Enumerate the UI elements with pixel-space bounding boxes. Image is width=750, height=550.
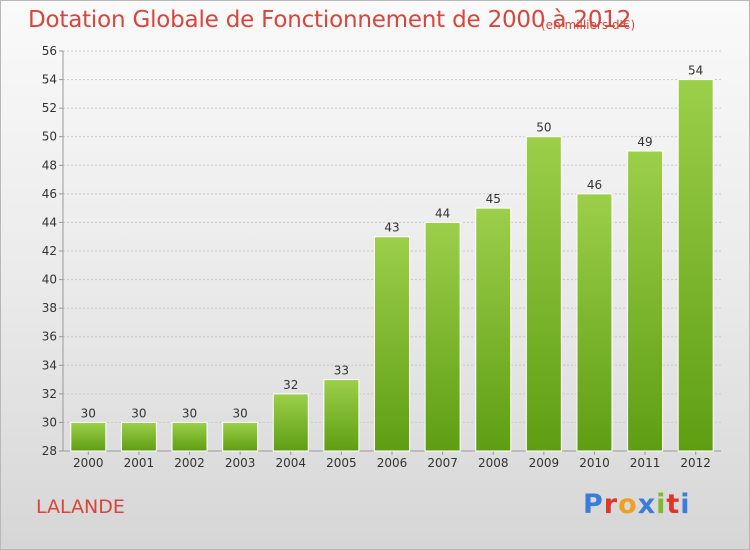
value-label-2008: 45: [486, 192, 501, 206]
bar-2000: [70, 421, 107, 452]
y-tick-label-42: 42: [42, 244, 57, 258]
y-tick-label-52: 52: [42, 101, 57, 115]
value-label-2002: 30: [182, 406, 197, 420]
logo-letter: P: [583, 489, 604, 520]
logo-letter: x: [637, 489, 657, 520]
bar-2007: [424, 221, 461, 452]
value-label-2005: 33: [334, 364, 349, 378]
value-label-2004: 32: [283, 378, 298, 392]
x-tick-label-2006: 2006: [377, 456, 408, 470]
bar-2009: [525, 136, 562, 452]
logo-letter: t: [666, 489, 681, 520]
y-tick-label-46: 46: [42, 187, 57, 201]
bar-2006: [374, 236, 410, 452]
logo-letter: o: [618, 489, 638, 520]
x-tick-label-2000: 2000: [73, 456, 104, 470]
bars: [70, 79, 714, 452]
y-tick-label-34: 34: [42, 358, 57, 372]
x-tick-label-2004: 2004: [275, 456, 306, 470]
value-label-2007: 44: [435, 206, 450, 220]
commune-name: LALANDE: [36, 496, 125, 518]
bar-2005: [323, 379, 360, 452]
x-tick-label-2007: 2007: [427, 456, 458, 470]
x-tick-label-2012: 2012: [680, 456, 711, 470]
y-tick-label-56: 56: [42, 44, 57, 58]
logo-letter: r: [603, 489, 619, 520]
bar-2012: [677, 79, 714, 452]
value-label-2012: 54: [688, 64, 703, 78]
x-tick-label-2008: 2008: [478, 456, 509, 470]
bar-2011: [627, 150, 664, 452]
value-label-2000: 30: [81, 406, 96, 420]
y-tick-label-54: 54: [42, 73, 57, 87]
bar-2004: [272, 393, 309, 452]
bar-2010: [576, 193, 613, 452]
value-label-2009: 50: [536, 121, 551, 135]
y-tick-label-32: 32: [42, 387, 57, 401]
x-tick-label-2009: 2009: [529, 456, 560, 470]
y-tick-label-38: 38: [42, 301, 57, 315]
x-tick-label-2011: 2011: [630, 456, 661, 470]
y-tick-label-44: 44: [42, 215, 57, 229]
y-tick-label-48: 48: [42, 158, 57, 172]
chart-title: Dotation Globale de Fonctionnement de 20…: [28, 7, 632, 33]
x-tick-label-2001: 2001: [124, 456, 155, 470]
value-label-2003: 30: [233, 406, 248, 420]
bar-2001: [120, 421, 157, 452]
value-label-2006: 43: [384, 221, 399, 235]
bar-2002: [171, 421, 208, 452]
x-tick-label-2005: 2005: [326, 456, 357, 470]
x-tick-label-2003: 2003: [225, 456, 256, 470]
bar-2003: [222, 421, 259, 452]
y-tick-label-36: 36: [42, 330, 57, 344]
logo-letter: i: [680, 489, 691, 520]
value-label-2010: 46: [587, 178, 602, 192]
x-tick-label-2002: 2002: [174, 456, 205, 470]
y-tick-label-40: 40: [42, 273, 57, 287]
y-tick-label-30: 30: [42, 415, 57, 429]
bar-2008: [475, 207, 512, 452]
x-tick-label-2010: 2010: [579, 456, 610, 470]
y-tick-label-50: 50: [42, 130, 57, 144]
y-tick-label-28: 28: [42, 444, 57, 458]
chart-unit: (en milliers d'€): [541, 18, 636, 32]
value-label-2001: 30: [131, 406, 146, 420]
value-label-2011: 49: [637, 135, 652, 149]
proxiti-logo[interactable]: Proxiti: [583, 489, 691, 520]
logo-letter: i: [656, 489, 667, 520]
labels: 28 30 32 34 36 38 40 42 44 46 48 50 52 54 56 30 2000 30 20…: [42, 44, 711, 470]
